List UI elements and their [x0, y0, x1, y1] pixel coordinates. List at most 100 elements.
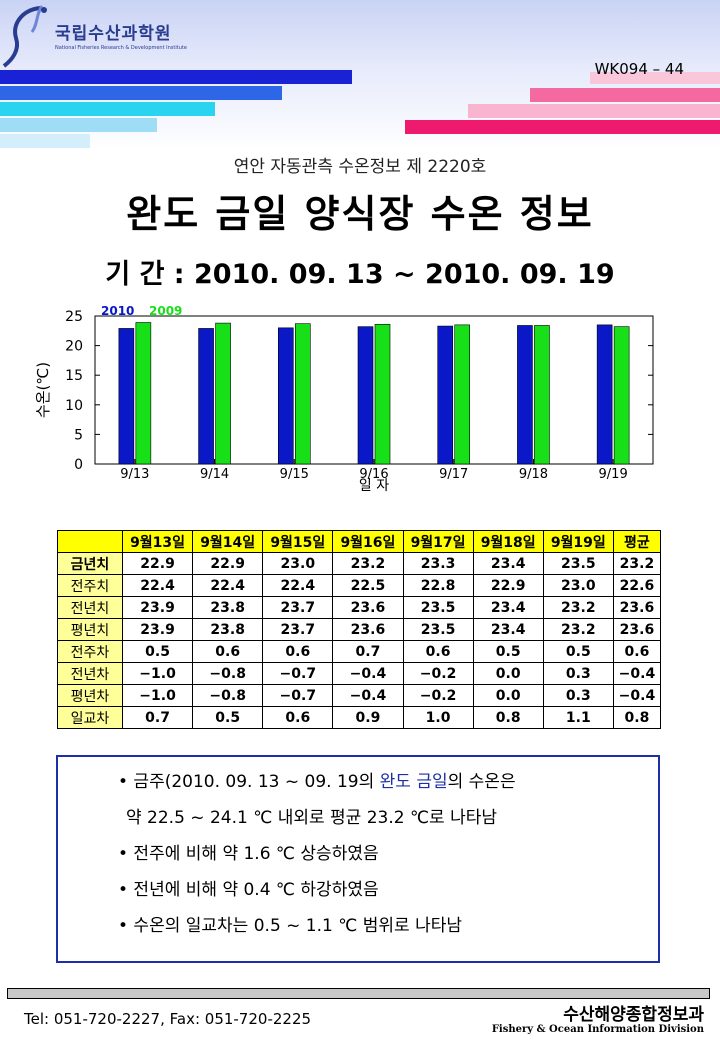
- table-cell: −0.2: [402, 662, 474, 685]
- table-cell: −0.8: [192, 684, 264, 707]
- table-header-cell: 9월19일: [542, 530, 614, 553]
- footer-divider: [7, 988, 710, 999]
- table-header-cell: 9월18일: [472, 530, 544, 553]
- x-tick-label: 9/14: [200, 467, 229, 482]
- table-cell: 0.0: [472, 684, 544, 707]
- table-cell: 23.7: [262, 596, 334, 619]
- table-cell: −0.7: [262, 684, 334, 707]
- bar-2010: [517, 325, 533, 465]
- y-tick-label: 0: [74, 457, 83, 473]
- table-cell: 0.9: [332, 706, 404, 729]
- stripe-8: [468, 104, 720, 118]
- table-cell: 22.4: [262, 574, 334, 597]
- summary-line-3: • 전주에 비해 약 1.6 ℃ 상승하였음: [118, 844, 379, 864]
- table-cell: 0.5: [542, 640, 614, 663]
- table-cell: −1.0: [121, 662, 194, 685]
- division-name: 수산해양종합정보과: [563, 1005, 704, 1025]
- table-cell: 0.6: [262, 640, 334, 663]
- y-tick-label: 15: [65, 368, 83, 384]
- table-header-cell: 9월17일: [402, 530, 474, 553]
- summary-line-1-post: 의 수온은: [447, 772, 516, 792]
- summary-line-2: 약 22.5 ~ 24.1 ℃ 내외로 평균 23.2 ℃로 나타남: [126, 808, 498, 828]
- bar-2009: [454, 324, 471, 465]
- table-cell: 0.6: [402, 640, 474, 663]
- table-header-cell: 9월13일: [121, 530, 194, 553]
- table-cell: 22.9: [121, 552, 194, 575]
- bar-2010: [437, 325, 454, 465]
- table-cell: 23.0: [542, 574, 614, 597]
- table-cell: 1.0: [402, 706, 474, 729]
- bar-2009: [215, 322, 231, 465]
- row-label: 일교차: [57, 706, 123, 729]
- x-tick-label: 9/13: [120, 467, 149, 482]
- table-header-cell: 9월14일: [192, 530, 264, 553]
- stripe-4: [0, 118, 157, 132]
- summary-line-1: • 금주(2010. 09. 13 ~ 09. 19의 완도 금일의 수온은: [118, 767, 516, 792]
- summary-line-5: • 수온의 일교차는 0.5 ~ 1.1 ℃ 범위로 나타남: [118, 916, 462, 936]
- table-cell: 23.6: [332, 596, 404, 619]
- table-cell: −1.0: [121, 684, 194, 707]
- summary-line-1-pre: • 금주(2010. 09. 13 ~ 09. 19의: [118, 772, 380, 792]
- table-row: 평년치 23.9 23.8 23.7 23.6 23.5 23.4 23.2 23.6: [57, 618, 662, 641]
- table-cell: −0.4: [332, 662, 404, 685]
- bar-2009: [294, 323, 311, 465]
- table-row: 전년치 23.9 23.8 23.7 23.6 23.5 23.4 23.2 23.6: [57, 596, 662, 619]
- stripe-1: [0, 70, 352, 84]
- header-stripes: [0, 70, 720, 150]
- x-tick-label: 9/16: [359, 467, 388, 482]
- bar-2010: [118, 328, 135, 465]
- table-cell: 0.6: [262, 706, 334, 729]
- table-cell: 23.2: [542, 618, 614, 641]
- table-header-cell: 9월16일: [332, 530, 404, 553]
- stripe-7: [530, 88, 720, 102]
- y-tick-label: 25: [65, 309, 83, 325]
- x-tick-label: 9/18: [519, 467, 548, 482]
- org-name-en: National Fisheries Research & Developmen…: [55, 45, 187, 51]
- table-header-corner: [57, 530, 123, 553]
- table-cell: 0.7: [332, 640, 404, 663]
- table-cell: 23.0: [262, 552, 334, 575]
- temperature-bar-chart: 0 5 10 15 20 25 9/13 9/14 9/15 9/16 9/17 9/18 9/19 20…: [34, 304, 654, 494]
- bar-2009: [374, 323, 391, 465]
- table-cell: 23.9: [121, 618, 194, 641]
- row-label: 전주차: [57, 640, 123, 663]
- y-axis-label: 수온(℃): [34, 362, 52, 418]
- table-cell: 22.9: [192, 552, 264, 575]
- table-cell: 23.5: [402, 596, 474, 619]
- chart-plot-area: [94, 315, 654, 465]
- table-cell: 0.6: [192, 640, 264, 663]
- table-cell: −0.2: [402, 684, 474, 707]
- table-cell: 22.8: [402, 574, 474, 597]
- table-cell: −0.4: [332, 684, 404, 707]
- table-cell: 23.4: [472, 618, 544, 641]
- bar-2009: [534, 325, 550, 465]
- x-tick-label: 9/15: [280, 467, 309, 482]
- table-cell: 23.3: [402, 552, 474, 575]
- org-name: 국립수산과학원: [55, 24, 172, 44]
- temperature-table: 9월13일 9월14일 9월15일 9월16일 9월17일 9월18일 9월19…: [57, 530, 662, 729]
- table-row: 일교차 0.7 0.5 0.6 0.9 1.0 0.8 1.1 0.8: [57, 706, 662, 729]
- table-cell: 22.6: [612, 574, 662, 597]
- bulletin-subtitle: 연안 자동관측 수온정보 제 2220호: [233, 157, 487, 177]
- row-label: 금년치: [57, 552, 123, 575]
- table-header-cell: 평균: [612, 530, 662, 553]
- contact-info: Tel: 051-720-2227, Fax: 051-720-2225: [24, 1010, 312, 1028]
- table-cell: 23.2: [332, 552, 404, 575]
- table-cell: 0.5: [472, 640, 544, 663]
- stripe-2: [0, 86, 282, 100]
- x-axis-label: 일 자: [359, 478, 389, 494]
- logo-icon: [2, 5, 47, 68]
- table-cell: 23.6: [612, 596, 662, 619]
- table-row: 전주치 22.4 22.4 22.4 22.5 22.8 22.9 23.0 22.6: [57, 574, 662, 597]
- row-label: 전년치: [57, 596, 123, 619]
- table-cell: 23.9: [121, 596, 194, 619]
- bar-2010: [596, 324, 613, 465]
- table-cell: 0.5: [121, 640, 194, 663]
- legend-label-2009: 2009: [149, 304, 182, 318]
- table-cell: 22.9: [472, 574, 544, 597]
- document-code: WK094 – 44: [594, 60, 684, 78]
- table-cell: 23.6: [612, 618, 662, 641]
- row-label: 평년차: [57, 684, 123, 707]
- table-cell: −0.7: [262, 662, 334, 685]
- table-cell: −0.4: [612, 662, 662, 685]
